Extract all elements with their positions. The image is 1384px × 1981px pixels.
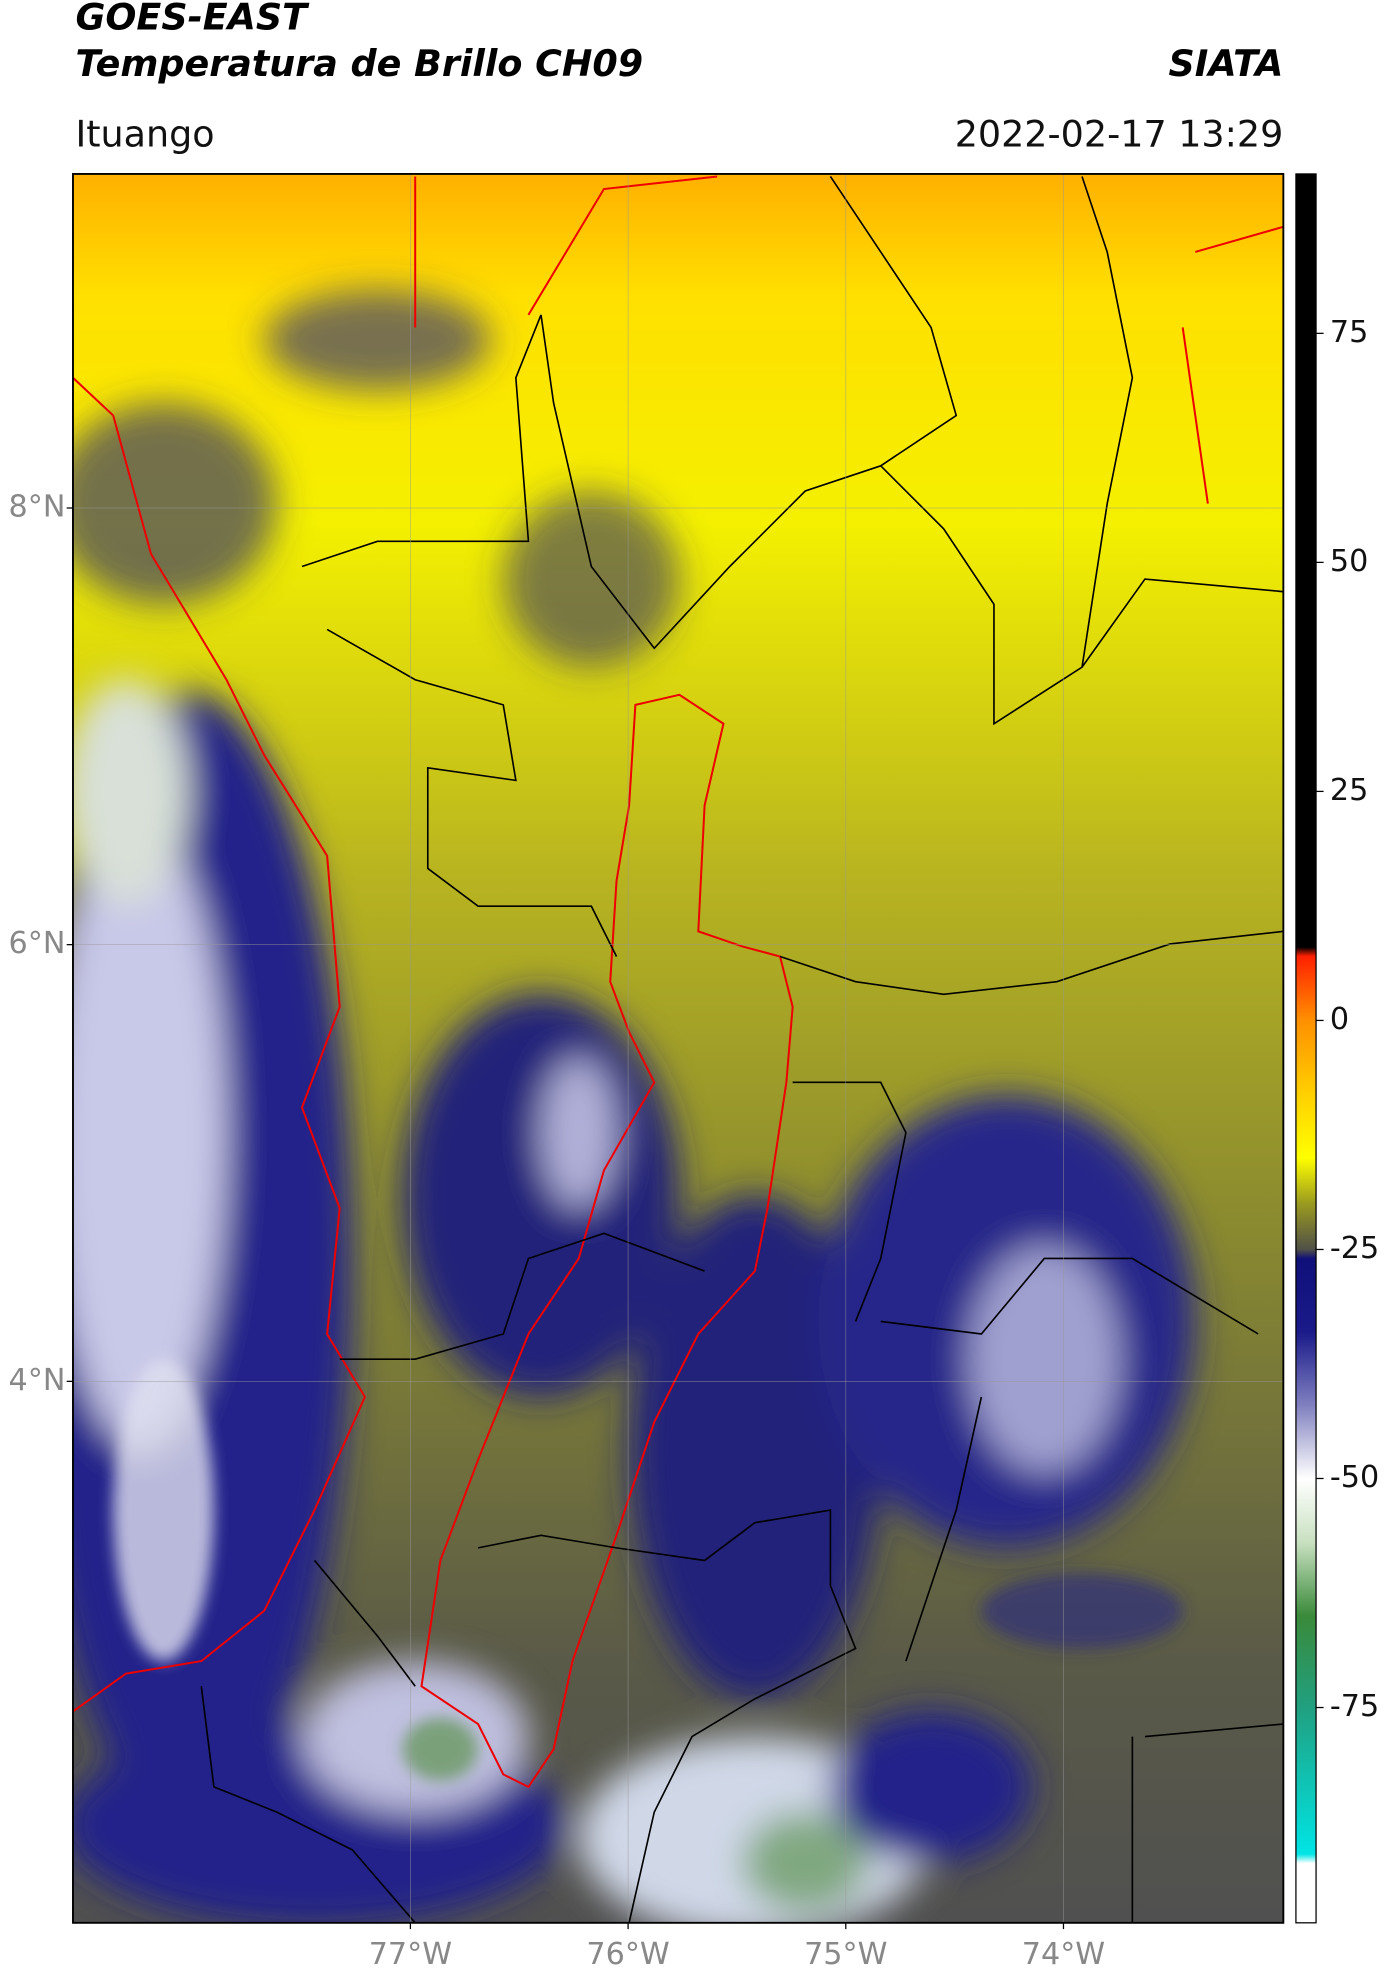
datetime: 2022-02-17 13:29 <box>955 113 1284 156</box>
x-tick-label: 77°W <box>369 1937 452 1972</box>
colorbar-tick-label: 50 <box>1330 544 1368 579</box>
x-tick-label: 74°W <box>1022 1937 1105 1972</box>
location: Ituango <box>75 113 214 156</box>
colorbar-tick-label: -25 <box>1330 1231 1379 1266</box>
title: GOES-EAST <box>75 0 310 39</box>
colorbar-tick-label: 75 <box>1330 315 1368 350</box>
x-tick-label: 75°W <box>804 1937 887 1972</box>
y-tick-label: 8°N <box>9 489 66 524</box>
colorbar <box>1295 173 1317 1924</box>
y-tick-label: 4°N <box>9 1363 66 1398</box>
colorbar-tick-label: 0 <box>1330 1002 1349 1037</box>
graticule <box>72 173 1284 1923</box>
colorbar-tick-label: -75 <box>1330 1689 1379 1724</box>
colorbar-tick-label: 25 <box>1330 773 1368 808</box>
x-tick-label: 76°W <box>586 1937 669 1972</box>
satellite-image <box>72 173 1284 1923</box>
subtitle: Temperatura de Brillo CH09 <box>75 42 643 85</box>
colorbar-tick-label: -50 <box>1330 1460 1379 1495</box>
map-frame <box>72 172 1285 1924</box>
y-tick-label: 6°N <box>9 926 66 961</box>
source: SIATA <box>1169 42 1284 85</box>
